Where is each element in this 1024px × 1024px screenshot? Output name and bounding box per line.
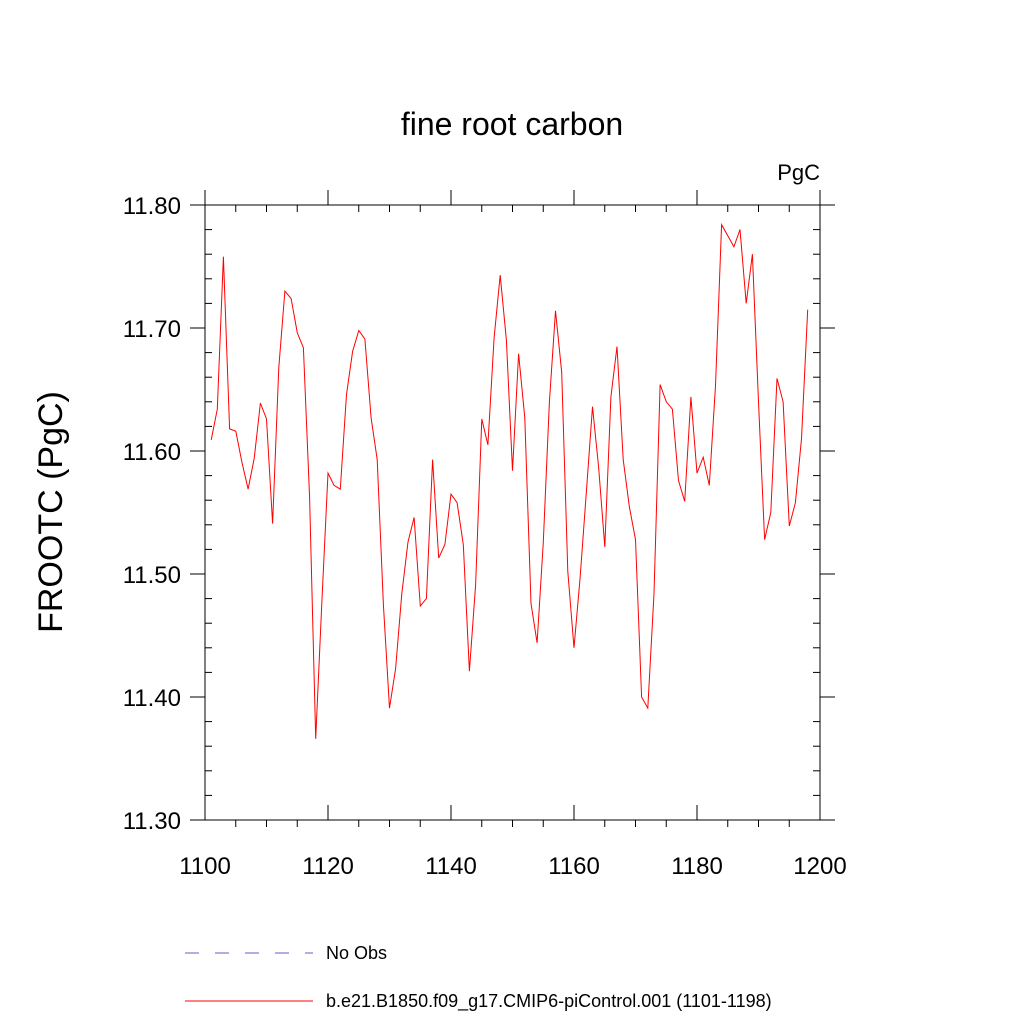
legend-label-no-obs: No Obs bbox=[326, 943, 387, 963]
y-tick-label: 11.80 bbox=[123, 193, 181, 220]
y-axis-label: FROOTC (PgC) bbox=[32, 391, 70, 633]
series-group bbox=[210, 222, 809, 739]
plot-frame bbox=[204, 204, 821, 821]
x-tick-label: 1120 bbox=[302, 853, 354, 880]
chart-title: fine root carbon bbox=[401, 106, 623, 142]
y-tick-label: 11.60 bbox=[123, 439, 181, 466]
y-tick-label: 11.70 bbox=[123, 316, 181, 343]
x-tick-label: 1100 bbox=[179, 853, 231, 880]
series-line-1 bbox=[210, 222, 809, 739]
x-tick-label: 1200 bbox=[793, 853, 846, 880]
y-tick-label: 11.30 bbox=[123, 808, 181, 835]
x-tick-label: 1140 bbox=[425, 853, 477, 880]
legend-label-model: b.e21.B1850.f09_g17.CMIP6-piControl.001 … bbox=[326, 991, 772, 1012]
x-tick-label: 1180 bbox=[671, 853, 723, 880]
legend: No Obs b.e21.B1850.f09_g17.CMIP6-piContr… bbox=[185, 943, 772, 1012]
y-tick-label: 11.50 bbox=[123, 562, 181, 589]
y-tick-label: 11.40 bbox=[123, 685, 181, 712]
axis-ticks: 1100 1120 1140 1160 1180 1200 11.30 11.40 11.50 1… bbox=[123, 190, 847, 880]
units-label: PgC bbox=[777, 160, 820, 185]
x-tick-label: 1160 bbox=[548, 853, 600, 880]
